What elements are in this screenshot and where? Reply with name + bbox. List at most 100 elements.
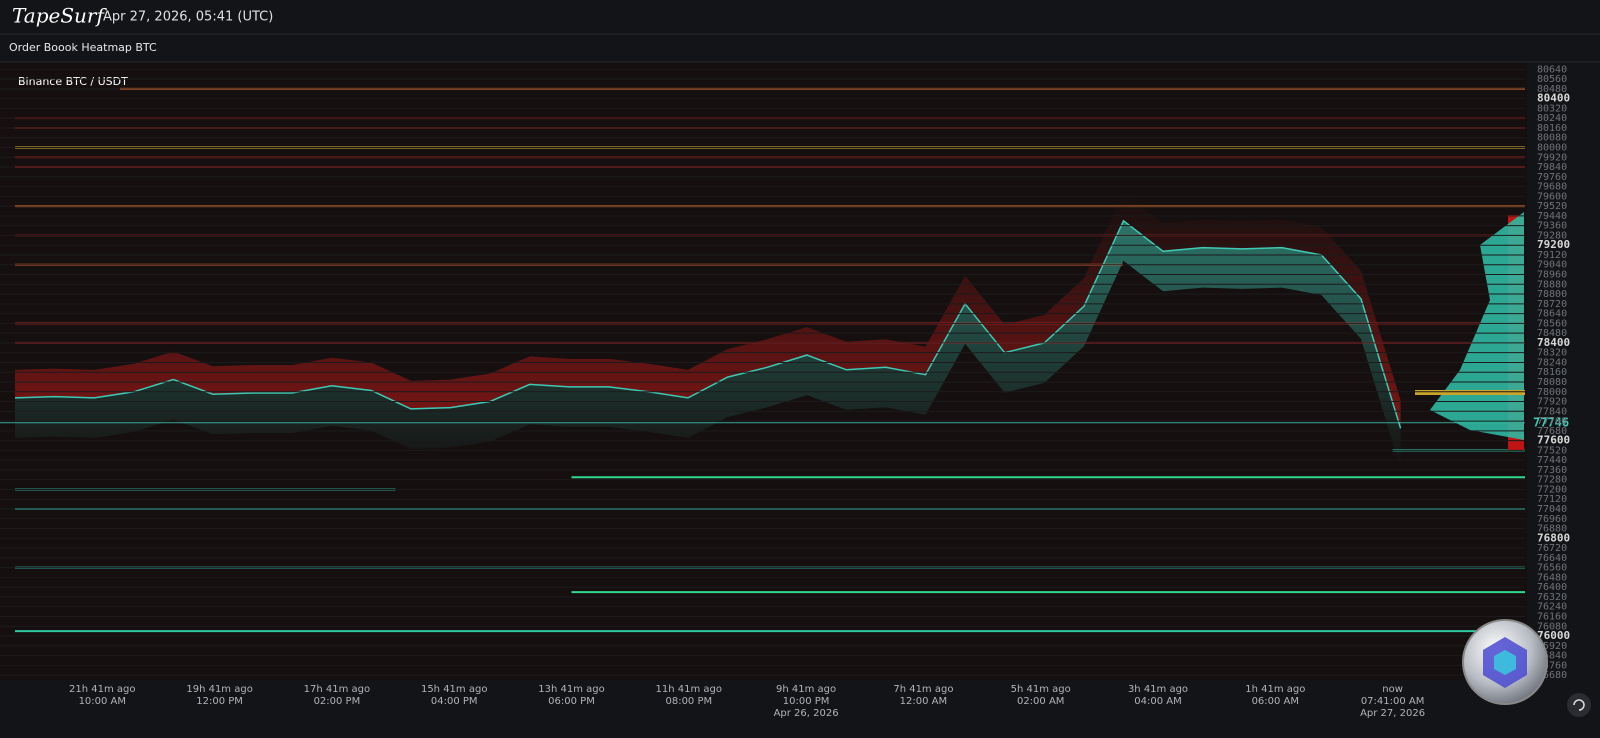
y-tick-label: 77120 <box>1537 494 1567 505</box>
x-tick-label: 7h 41m ago <box>893 684 953 695</box>
y-tick-label: 76000 <box>1537 629 1570 642</box>
y-tick-label: 76960 <box>1537 514 1567 525</box>
y-tick-label: 77360 <box>1537 465 1567 476</box>
x-tick-time: 12:00 PM <box>196 696 243 707</box>
coin-badge[interactable] <box>1462 619 1548 705</box>
y-tick-label: 78960 <box>1537 270 1567 281</box>
order-book-profile <box>1415 212 1525 450</box>
y-tick-label: 78320 <box>1537 348 1567 359</box>
x-tick-time: 02:00 AM <box>1017 696 1064 707</box>
last-price-label: 77746 <box>1533 415 1569 429</box>
y-tick-label: 75840 <box>1537 651 1567 662</box>
x-tick-label: 13h 41m ago <box>538 684 604 695</box>
logo[interactable]: TapeSurf <box>12 4 107 28</box>
x-tick-time: 10:00 AM <box>79 696 126 707</box>
y-tick-label: 79200 <box>1537 238 1570 251</box>
y-tick-label: 79040 <box>1537 260 1567 271</box>
x-tick-time: 10:00 PM <box>783 696 830 707</box>
y-tick-label: 75680 <box>1537 670 1567 681</box>
y-tick-label: 77280 <box>1537 475 1567 486</box>
y-tick-label: 79840 <box>1537 162 1567 173</box>
y-tick-label: 80320 <box>1537 103 1567 114</box>
y-tick-label: 76080 <box>1537 621 1567 632</box>
y-tick-label: 78560 <box>1537 318 1567 329</box>
y-tick-label: 79760 <box>1537 172 1567 183</box>
last-price-box <box>1527 415 1600 430</box>
y-tick-label: 76240 <box>1537 602 1567 613</box>
y-tick-label: 76160 <box>1537 611 1567 622</box>
y-tick-label: 78640 <box>1537 309 1567 320</box>
x-tick-label: 21h 41m ago <box>69 684 135 695</box>
y-tick-label: 75760 <box>1537 660 1567 671</box>
y-tick-label: 79920 <box>1537 152 1567 163</box>
y-tick-label: 78480 <box>1537 328 1567 339</box>
y-tick-label: 75920 <box>1537 641 1567 652</box>
y-tick-label: 78400 <box>1537 336 1570 349</box>
y-tick-label: 77520 <box>1537 445 1567 456</box>
y-tick-label: 79360 <box>1537 221 1567 232</box>
y-tick-label: 80640 <box>1537 64 1567 75</box>
y-tick-label: 77680 <box>1537 426 1567 437</box>
y-tick-label: 77600 <box>1537 434 1570 447</box>
y-tick-label: 79120 <box>1537 250 1567 261</box>
panel-title: Order Boook Heatmap BTC <box>9 41 157 54</box>
x-tick-time: 08:00 PM <box>665 696 712 707</box>
ask-heat <box>15 192 1401 429</box>
y-tick-label: 76880 <box>1537 524 1567 535</box>
y-tick-label: 80160 <box>1537 123 1567 134</box>
y-tick-label: 76320 <box>1537 592 1567 603</box>
x-tick-time: 12:00 AM <box>900 696 947 707</box>
x-tick-time: 02:00 PM <box>314 696 361 707</box>
bid-heat <box>15 220 1401 469</box>
y-tick-label: 78240 <box>1537 357 1567 368</box>
refresh-button[interactable] <box>1567 693 1591 717</box>
y-tick-label: 76480 <box>1537 572 1567 583</box>
x-tick-time: 04:00 PM <box>431 696 478 707</box>
datetime: Apr 27, 2026, 05:41 (UTC) <box>103 10 273 25</box>
x-tick-time: 07:41:00 AM <box>1361 696 1425 707</box>
x-tick-label: 19h 41m ago <box>186 684 252 695</box>
y-tick-label: 80080 <box>1537 133 1567 144</box>
refresh-icon <box>1573 699 1585 711</box>
y-tick-label: 80560 <box>1537 74 1567 85</box>
y-tick-label: 80240 <box>1537 113 1567 124</box>
x-tick-label: 5h 41m ago <box>1011 684 1071 695</box>
y-tick-label: 77440 <box>1537 455 1567 466</box>
y-tick-label: 79440 <box>1537 211 1567 222</box>
x-tick-label: 3h 41m ago <box>1128 684 1188 695</box>
y-tick-label: 78800 <box>1537 289 1567 300</box>
x-tick-time: 04:00 AM <box>1134 696 1181 707</box>
x-tick-label: 15h 41m ago <box>421 684 487 695</box>
x-tick-label: 1h 41m ago <box>1245 684 1305 695</box>
x-tick-time: 06:00 AM <box>1252 696 1299 707</box>
y-tick-label: 79520 <box>1537 201 1567 212</box>
y-tick-label: 78080 <box>1537 377 1567 388</box>
y-tick-label: 78720 <box>1537 299 1567 310</box>
y-tick-label: 79600 <box>1537 191 1567 202</box>
y-tick-label: 78000 <box>1537 387 1567 398</box>
y-tick-label: 80000 <box>1537 142 1567 153</box>
x-tick-label: 11h 41m ago <box>656 684 722 695</box>
x-tick-label: now <box>1382 684 1403 695</box>
market-label: Binance BTC / USDT <box>18 75 128 88</box>
y-tick-label: 80480 <box>1537 84 1567 95</box>
y-tick-label: 76800 <box>1537 531 1570 544</box>
header-bar <box>0 0 1600 34</box>
y-tick-label: 76640 <box>1537 553 1567 564</box>
y-tick-label: 76720 <box>1537 543 1567 554</box>
x-tick-time: 06:00 PM <box>548 696 595 707</box>
y-tick-label: 76560 <box>1537 563 1567 574</box>
y-tick-label: 77840 <box>1537 406 1567 417</box>
x-tick-date: Apr 27, 2026 <box>1360 708 1425 719</box>
x-tick-date: Apr 26, 2026 <box>774 708 839 719</box>
y-tick-label: 76400 <box>1537 582 1567 593</box>
y-tick-label: 77920 <box>1537 397 1567 408</box>
y-tick-label: 78880 <box>1537 279 1567 290</box>
price-trace <box>14 219 1402 429</box>
y-tick-label: 79680 <box>1537 182 1567 193</box>
y-tick-label: 80400 <box>1537 92 1570 105</box>
y-tick-label: 77760 <box>1537 416 1567 427</box>
y-tick-label: 79280 <box>1537 230 1567 241</box>
x-tick-label: 9h 41m ago <box>776 684 836 695</box>
